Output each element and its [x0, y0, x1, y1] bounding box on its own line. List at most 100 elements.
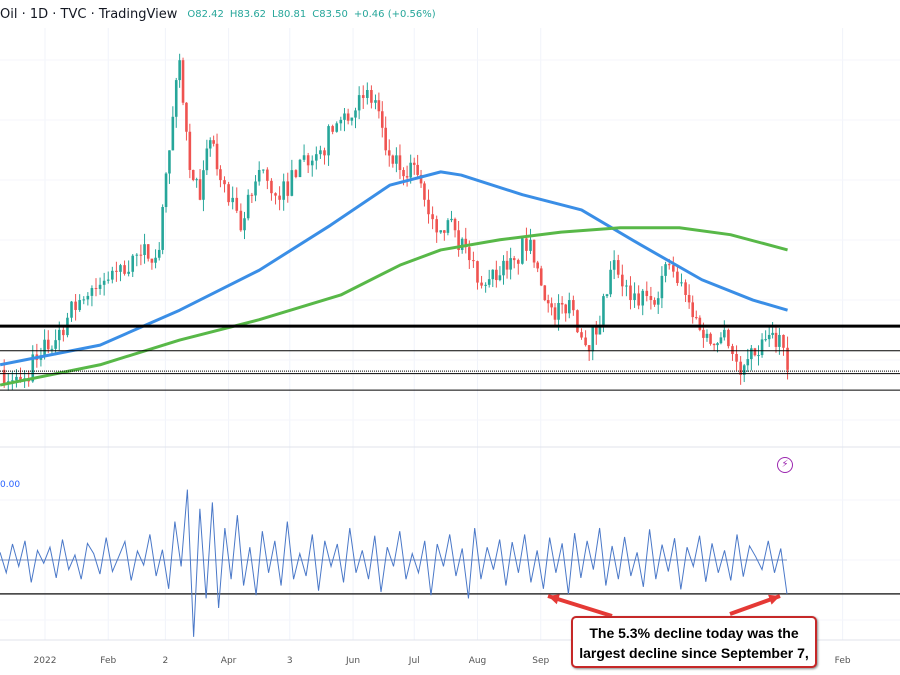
candle-body [656, 298, 660, 305]
candle-body [572, 300, 575, 311]
candle-body [739, 361, 742, 375]
candle-body [135, 254, 139, 256]
change-value: +0.46 (+0.56%) [353, 8, 436, 20]
lightning-icon[interactable]: ⚡ [777, 457, 793, 473]
candle-body [243, 218, 246, 231]
candle-body [431, 214, 434, 220]
candle-body [746, 359, 750, 366]
candle-body [539, 268, 543, 286]
candle-body [74, 301, 77, 310]
candle-body [716, 343, 719, 346]
candle-body [564, 304, 568, 314]
candle-body [612, 260, 616, 270]
candle-body [250, 194, 254, 196]
candle-body [266, 169, 269, 181]
candle-body [391, 155, 395, 164]
candle-body [412, 162, 416, 165]
candle-body [398, 155, 402, 170]
candle-body [580, 332, 583, 338]
candle-body [50, 348, 54, 350]
candle-body [457, 230, 460, 250]
high-value: H83.62 [229, 8, 267, 20]
candle-body [150, 258, 154, 263]
candle-body [687, 294, 691, 303]
candle-body [261, 169, 265, 171]
candle-body [43, 339, 46, 356]
candle-body [435, 219, 438, 233]
candle-body [576, 310, 579, 333]
candle-body [346, 113, 350, 121]
candle-body [139, 254, 143, 256]
candle-body [384, 127, 387, 151]
candle-body [767, 334, 771, 340]
candle-body [676, 271, 679, 284]
candle-body [702, 329, 705, 338]
candle-body [191, 169, 195, 180]
candle-body [625, 285, 628, 287]
candle-body [464, 238, 468, 248]
candle-body [298, 159, 302, 178]
candle-body [468, 247, 471, 261]
x-tick-label: 2 [162, 656, 168, 666]
candle-body [587, 345, 591, 352]
candle-body [270, 180, 273, 194]
candle-body [380, 111, 384, 128]
candle-body [70, 301, 73, 318]
candle-body [178, 60, 181, 81]
candle-body [591, 325, 595, 352]
candle-body [529, 239, 532, 251]
candle-body [315, 154, 318, 161]
candle-body [484, 284, 487, 286]
candle-body [31, 354, 35, 382]
candle-body [653, 300, 656, 305]
candle-body [450, 218, 453, 221]
candle-body [205, 148, 209, 171]
candle-body [62, 329, 65, 336]
candle-body [731, 346, 734, 354]
candle-body [106, 279, 110, 281]
candle-body [753, 348, 757, 356]
candle-body [423, 183, 426, 200]
candle-body [302, 155, 306, 160]
candle-body [306, 155, 310, 166]
candle-body [286, 181, 290, 196]
candle-body [427, 199, 430, 215]
candle-body [161, 207, 164, 250]
candle-body [641, 290, 645, 306]
candle-body [498, 275, 502, 281]
arrow-shaft [547, 594, 613, 618]
candle-body [290, 170, 294, 196]
candle-body [319, 150, 322, 155]
ma-fast-line [0, 170, 788, 367]
candle-body [202, 170, 205, 200]
candle-body [516, 260, 520, 264]
candle-body [532, 239, 536, 263]
candle-body [609, 269, 612, 295]
candle-body [712, 343, 716, 346]
candle-body [188, 131, 192, 170]
candle-body [598, 324, 602, 335]
candle-body [405, 176, 409, 178]
candle-body [727, 329, 730, 347]
candle-body [757, 355, 760, 357]
candle-body [621, 274, 624, 287]
candle-body [684, 282, 687, 295]
candle-body [102, 280, 106, 285]
candle-body [546, 300, 550, 304]
candle-body [387, 150, 391, 156]
candle-body [567, 300, 571, 314]
candle-body [774, 332, 778, 347]
candle-body [282, 181, 285, 200]
candle-body [521, 238, 524, 264]
low-value: L80.81 [272, 8, 307, 20]
candle-body [502, 260, 505, 276]
candle-body [487, 279, 491, 285]
annotation-box: The 5.3% decline today was the largest d… [571, 616, 817, 668]
indicator-zero-label: 0.00 [0, 480, 21, 490]
candle-body [239, 210, 243, 231]
candle-body [505, 260, 509, 270]
candle-body [446, 220, 450, 233]
candle-body [664, 264, 667, 276]
candle-body [543, 285, 547, 301]
